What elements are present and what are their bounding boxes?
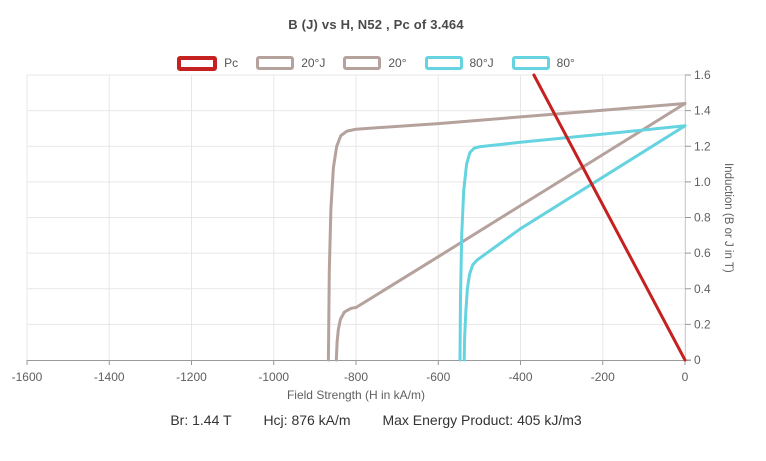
legend-item-80[interactable]: 80° [511,56,575,70]
curve-80j [458,124,687,362]
y-tick-label: 1.0 [694,175,711,189]
legend-item-20j[interactable]: 20°J [256,56,325,70]
legend-label: 80° [556,56,575,70]
curve-20 [334,102,687,362]
y-tick-label: 1.6 [694,68,711,82]
legend-label: 20°J [301,56,326,70]
20-swatch-icon [343,56,382,70]
x-tick-label: -600 [426,370,450,384]
legend-item-pc[interactable]: Pc [177,55,239,71]
curve-pc [532,73,687,362]
stat-hcj: Hcj: 876 kA/m [263,412,351,428]
y-tick-label: 0 [694,353,701,367]
y-axis-title: Induction (B or J in T) [722,162,734,273]
x-tick-label: -1600 [12,370,43,384]
x-tick-label: -1200 [176,370,207,384]
x-tick-label: -1400 [94,370,125,384]
y-tick-label: 1.4 [694,104,711,118]
legend-item-20[interactable]: 20° [343,56,407,70]
y-tick-label: 0.4 [694,282,711,296]
legend-label: 20° [388,56,407,70]
x-tick-label: -200 [591,370,615,384]
pc-swatch-icon [177,55,218,71]
stat-max-energy: Max Energy Product: 405 kJ/m3 [382,412,582,428]
plot-area: -1600 -1400 -1200 -1000 -800 -600 -400 -200 00 0.… [12,68,711,384]
stat-br: Br: 1.44 T [170,412,232,428]
legend-item-80j[interactable]: 80°J [424,56,494,70]
80j-swatch-icon [424,56,463,70]
curve-20j [326,102,687,362]
chart-legend: Pc 20°J 20° 80°J 80° [0,53,752,73]
y-tick-label: 0.2 [694,317,711,331]
x-axis-title: Field Strength (H in kA/m) [286,388,426,402]
x-tick-label: -1000 [258,370,289,384]
80-swatch-icon [511,56,550,70]
x-tick-label: 0 [682,370,689,384]
legend-label: 80°J [469,56,494,70]
x-tick-label: -400 [508,370,532,384]
magnet-stats: Br: 1.44 T Hcj: 876 kA/m Max Energy Prod… [0,412,752,428]
y-tick-label: 0.8 [694,211,711,225]
y-tick-label: 0.6 [694,246,711,260]
20j-swatch-icon [256,56,295,70]
y-tick-label: 1.2 [694,139,711,153]
curve-80 [462,124,687,362]
legend-label: Pc [224,56,239,70]
x-tick-label: -800 [344,370,368,384]
chart-title: B (J) vs H, N52 , Pc of 3.464 [288,17,464,32]
